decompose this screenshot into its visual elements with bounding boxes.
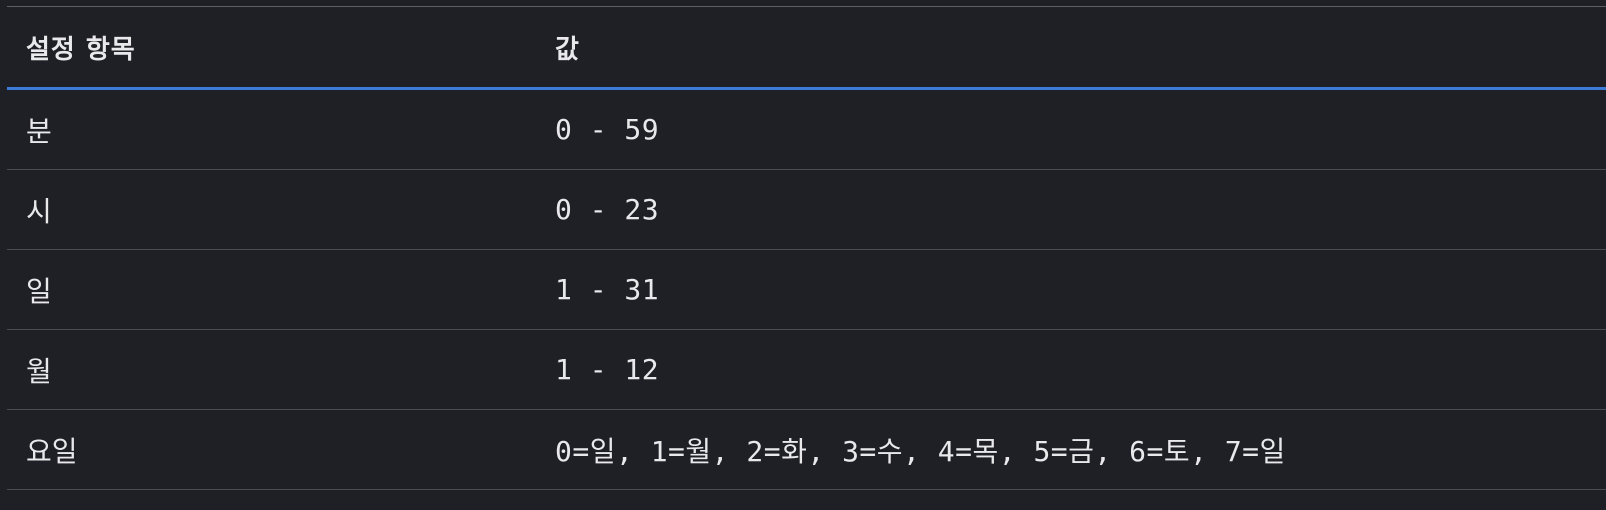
row-value: 0 - 23 — [555, 193, 660, 226]
cron-settings-table: 설정 항목 값 분 0 - 59 시 0 - 23 일 1 - 31 월 1 -… — [7, 6, 1606, 490]
row-setting: 분 — [26, 114, 52, 148]
table-row: 분 0 - 59 — [7, 90, 1606, 170]
header-value: 값 — [555, 34, 580, 65]
table-header-row: 설정 항목 값 — [7, 6, 1606, 90]
header-setting: 설정 항목 — [26, 34, 136, 65]
table-row: 요일 0=일, 1=월, 2=화, 3=수, 4=목, 5=금, 6=토, 7=… — [7, 410, 1606, 490]
row-value: 0 - 59 — [555, 113, 660, 146]
table-row: 시 0 - 23 — [7, 170, 1606, 250]
row-setting: 시 — [26, 194, 52, 228]
row-value: 1 - 31 — [555, 273, 660, 306]
row-setting: 월 — [26, 354, 52, 388]
row-value: 0=일, 1=월, 2=화, 3=수, 4=목, 5=금, 6=토, 7=일 — [555, 434, 1286, 468]
row-setting: 요일 — [26, 434, 78, 468]
table-row: 월 1 - 12 — [7, 330, 1606, 410]
row-value: 1 - 12 — [555, 353, 660, 386]
row-setting: 일 — [26, 274, 52, 308]
table-row: 일 1 - 31 — [7, 250, 1606, 330]
